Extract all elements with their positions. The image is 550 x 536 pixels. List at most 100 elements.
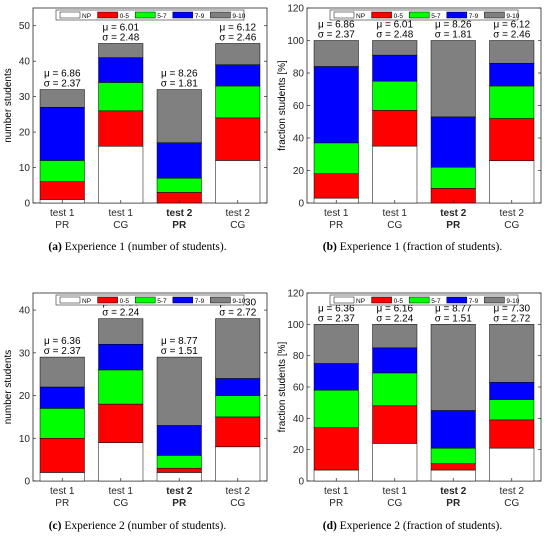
legend-swatch-9-10 (484, 11, 505, 19)
x-tick-label-line1: test 2 (166, 486, 193, 497)
bar-segment-NP (215, 446, 261, 482)
bar-segment-7-9 (313, 66, 359, 144)
caption-b-text: Experience 1 (fraction of students). (339, 241, 503, 253)
y-tick-label: 30 (19, 348, 31, 359)
y-tick-label: 0 (24, 477, 30, 488)
annotation-sigma: σ = 2.46 (219, 32, 256, 43)
y-tick-label: 20 (19, 128, 31, 139)
legend-label-7-9: 7-9 (195, 13, 205, 20)
annotation-mu: μ = 6.12 (219, 22, 256, 33)
bar-segment-0-5 (39, 438, 85, 473)
bar-segment-5-7 (98, 82, 144, 112)
x-tick-label-line2: CG (230, 220, 245, 231)
chart-panel-d: 0 20 40 60 80 100 120 fraction students [%] test… (277, 289, 542, 509)
legend-label-0-5: 0-5 (120, 298, 130, 305)
bar-segment-9-10 (489, 324, 535, 383)
x-tick-label-line1: test 1 (383, 208, 408, 219)
annotation-mu: μ = 7.30 (493, 303, 530, 314)
bar-segment-7-9 (98, 57, 144, 83)
caption-a: (a) Experience 1 (number of students). (0, 241, 275, 253)
annotation-sigma: σ = 1.81 (435, 30, 472, 41)
legend-swatch-7-9 (446, 296, 468, 304)
legend-swatch-9-10 (210, 11, 231, 19)
bar-segment-5-7 (430, 167, 476, 189)
x-tick-label-line2: PR (329, 498, 343, 509)
bar-segment-0-5 (372, 405, 418, 444)
bar-segment-7-9 (39, 386, 85, 409)
bar-segment-9-10 (39, 89, 85, 108)
x-tick-label-line2: PR (55, 498, 69, 509)
bar-segment-9-10 (215, 43, 261, 65)
bar-segment-7-9 (489, 63, 535, 87)
x-tick-label-line1: test 1 (50, 486, 75, 497)
y-tick-label: 100 (287, 320, 304, 331)
y-tick-label: 20 (293, 445, 305, 456)
axes-frame (32, 7, 268, 204)
annotation-sigma: σ = 2.48 (376, 30, 413, 41)
x-tick-label-line2: PR (55, 220, 69, 231)
x-tick-label-line2: CG (387, 498, 402, 509)
bar-segment-9-10 (156, 356, 202, 426)
legend-swatch-9-10 (210, 296, 231, 304)
bar-segment-9-10 (98, 318, 144, 345)
x-tick-label-line1: test 2 (440, 208, 467, 219)
legend-swatch-NP (333, 11, 355, 19)
annotation-mu: μ = 6.86 (318, 20, 355, 31)
bar-segment-5-7 (156, 177, 202, 193)
y-tick-label: 50 (19, 21, 31, 32)
y-tick-label: 80 (293, 69, 305, 80)
bar-segment-9-10 (39, 356, 85, 388)
annotation-sigma: σ = 2.37 (44, 79, 81, 90)
y-axis-label: fraction students [%] (277, 341, 288, 432)
caption-d-letter: (d) (322, 520, 337, 532)
x-tick-label-line1: test 1 (109, 486, 134, 497)
bar-segment-0-5 (313, 427, 359, 471)
y-axis-label: number students (3, 68, 14, 143)
bar-segment-NP (489, 160, 535, 204)
legend-label-NP: NP (82, 13, 91, 20)
caption-d: (d) Experience 2 (fraction of students). (275, 520, 550, 532)
bar-segment-9-10 (98, 43, 144, 58)
annotation-sigma: σ = 2.24 (102, 308, 139, 319)
caption-a-text: Experience 1 (number of students). (64, 241, 227, 253)
caption-c: (c) Experience 2 (number of students). (0, 520, 275, 532)
legend-swatch-7-9 (172, 11, 194, 19)
legend-swatch-0-5 (371, 11, 392, 19)
bar-segment-0-5 (215, 117, 261, 161)
bar-segment-9-10 (372, 40, 418, 56)
y-tick-label: 0 (298, 199, 304, 210)
x-tick-label-line2: CG (113, 498, 128, 509)
annotation-sigma: σ = 2.72 (219, 308, 256, 319)
legend-swatch-NP (333, 296, 355, 304)
bar-segment-9-10 (489, 40, 535, 64)
legend-swatch-0-5 (97, 296, 118, 304)
legend-swatch-5-7 (408, 11, 430, 19)
legend-swatch-NP (59, 296, 81, 304)
legend-swatch-9-10 (484, 296, 505, 304)
bar-segment-5-7 (215, 395, 261, 418)
annotation-sigma: σ = 2.37 (44, 346, 81, 357)
y-axis-label: fraction students [%] (277, 60, 288, 151)
y-tick-label: 30 (19, 92, 31, 103)
x-tick-label-line2: CG (230, 498, 245, 509)
y-tick-label: 40 (293, 134, 305, 145)
y-tick-label: 10 (19, 163, 31, 174)
x-tick-label-line1: test 2 (226, 208, 251, 219)
annotation-mu: μ = 8.77 (435, 303, 472, 314)
x-tick-label-line2: PR (446, 498, 461, 509)
bar-segment-9-10 (313, 324, 359, 364)
x-tick-label-line2: PR (172, 220, 187, 231)
bar-segment-0-5 (313, 173, 359, 199)
legend-swatch-NP (59, 11, 81, 19)
bar-segment-5-7 (156, 455, 202, 469)
bar-segment-9-10 (372, 324, 418, 349)
annotation-mu: μ = 6.12 (493, 20, 530, 31)
bar-segment-9-10 (430, 40, 476, 118)
bar-segment-7-9 (98, 344, 144, 371)
bar-segment-9-10 (156, 89, 202, 143)
y-tick-label: 40 (293, 414, 305, 425)
bar-segment-NP (372, 443, 418, 482)
bar-segment-5-7 (313, 142, 359, 174)
bar-segment-NP (372, 145, 418, 204)
